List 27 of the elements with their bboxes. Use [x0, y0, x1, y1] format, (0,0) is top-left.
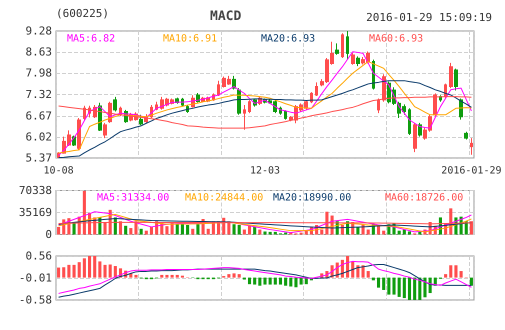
text: MA20:6.93	[261, 34, 316, 44]
y-tick-label: 0.56	[26, 250, 52, 262]
y-tick-label: -0.01	[18, 272, 52, 284]
chart-subtitle: 2016-01-29 15:09:19	[366, 11, 492, 24]
text: MA5:6.82	[67, 34, 116, 44]
x-tick-label: 2016-01-29	[441, 166, 502, 176]
y-tick-label: 6.67	[26, 109, 52, 122]
text: MA10:24844.00	[185, 192, 264, 204]
y-tick-label: 0	[45, 228, 52, 241]
text: (600225)	[56, 7, 109, 20]
y-tick-label: 7.32	[26, 88, 52, 102]
chart-title: MACD	[210, 9, 242, 24]
y-tick-label: 35169	[18, 206, 52, 219]
y-tick-label: 5.37	[26, 152, 52, 164]
y-tick-label: 70338	[18, 184, 52, 197]
y-tick-label: 7.98	[26, 66, 52, 80]
x-tick-label: 12-03	[250, 166, 280, 176]
text: MA10:6.91	[163, 34, 218, 44]
series-label: MA5:31334.00	[97, 192, 170, 204]
y-tick-label: 9.28	[26, 24, 52, 38]
y-tick-label: 6.02	[26, 130, 52, 144]
text: MA20:18990.00	[273, 192, 352, 204]
y-tick-label: -0.58	[18, 294, 52, 306]
y-tick-label: 8.63	[26, 46, 52, 59]
text: MA60:6.93	[369, 34, 424, 44]
x-tick-label: 10-08	[44, 166, 74, 176]
series-label: MA60:18726.00	[385, 192, 464, 204]
